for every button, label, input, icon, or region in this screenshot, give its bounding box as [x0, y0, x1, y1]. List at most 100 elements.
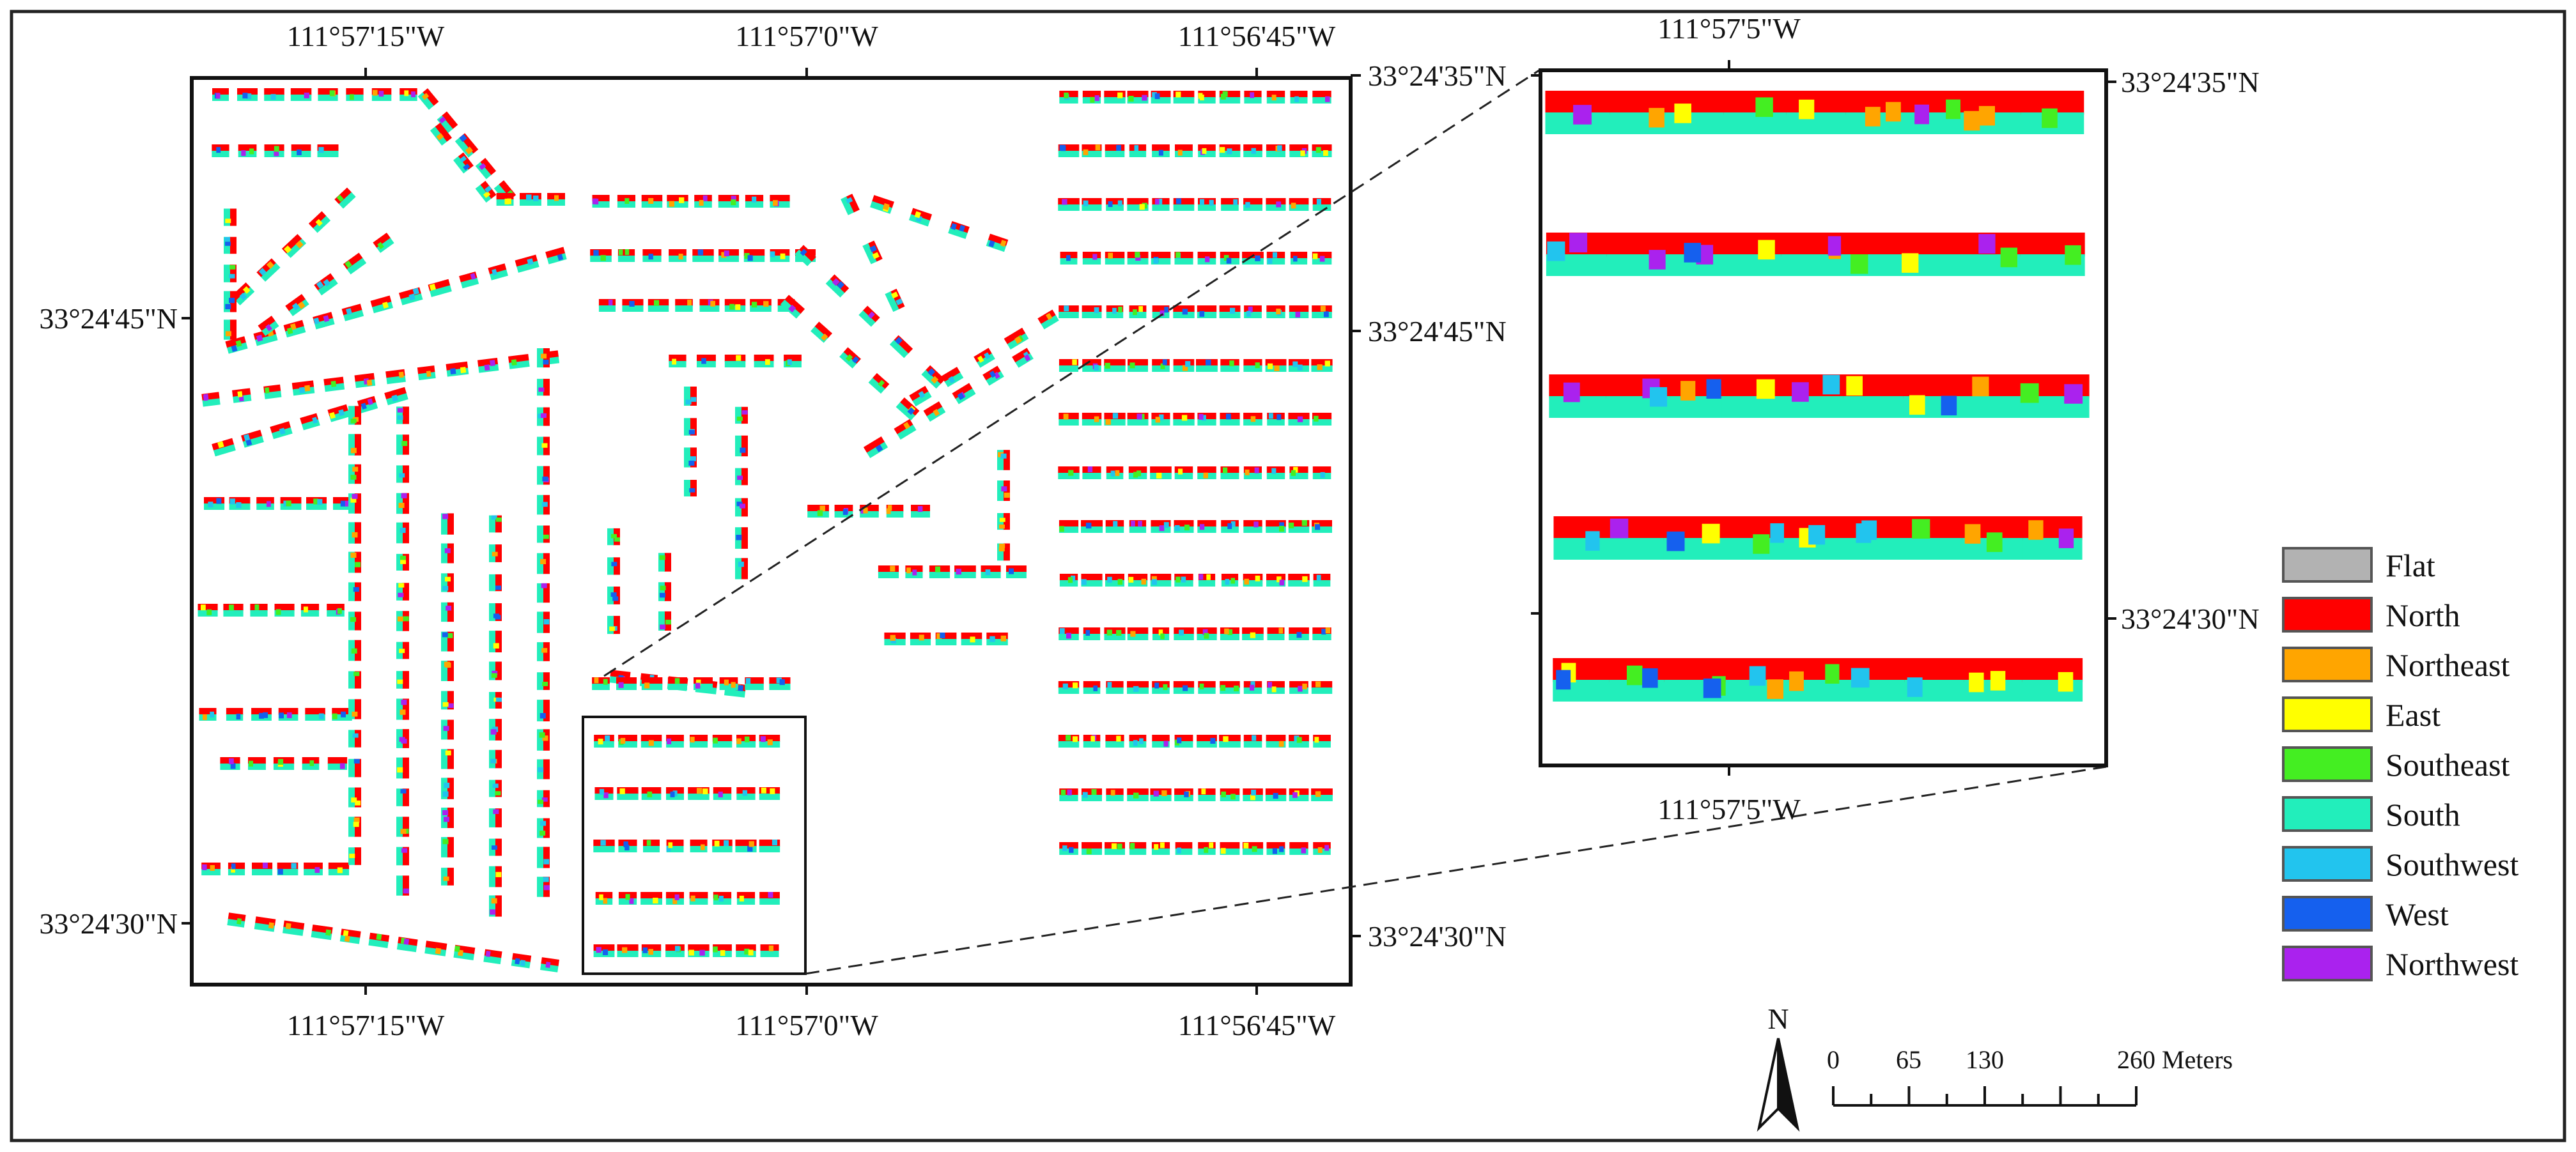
- building: [1609, 658, 1672, 702]
- building: [459, 271, 479, 289]
- building: [1841, 233, 1911, 276]
- building: [1106, 681, 1124, 694]
- main-bottom-lon-label-3: 111°56'45"W: [1178, 1009, 1336, 1041]
- building: [1312, 413, 1332, 426]
- building: [923, 401, 946, 422]
- building: [332, 708, 352, 721]
- building: [1839, 658, 1913, 702]
- building: [1289, 198, 1309, 211]
- building: [348, 847, 361, 865]
- building: [1289, 735, 1309, 748]
- building: [1903, 374, 1967, 418]
- building: [327, 604, 345, 617]
- building: [1127, 681, 1149, 694]
- building: [277, 863, 299, 875]
- building: [537, 553, 550, 574]
- building: [921, 365, 945, 389]
- building: [441, 778, 454, 799]
- legend-swatch-north: [2282, 597, 2373, 633]
- building: [724, 355, 746, 367]
- building: [341, 303, 364, 321]
- building: [1243, 144, 1262, 157]
- building: [475, 158, 497, 180]
- building: [348, 522, 361, 544]
- building: [477, 357, 499, 373]
- building: [735, 468, 748, 486]
- building: [594, 735, 614, 748]
- building: [396, 671, 409, 689]
- building: [641, 195, 663, 208]
- building: [1151, 842, 1170, 855]
- inset-map-frame: [1539, 68, 2108, 767]
- building: [237, 88, 258, 101]
- building: [489, 661, 502, 680]
- building: [735, 435, 748, 457]
- building: [1174, 735, 1193, 748]
- building: [1266, 735, 1286, 748]
- building: [339, 928, 361, 944]
- building: [719, 677, 738, 690]
- building: [270, 421, 293, 440]
- building: [1081, 788, 1102, 801]
- building: [1129, 305, 1147, 318]
- legend-label-northwest: Northwest: [2386, 946, 2518, 982]
- building: [1059, 627, 1079, 640]
- building: [1220, 788, 1240, 801]
- building: [941, 367, 964, 387]
- building: [1961, 91, 2026, 134]
- building: [400, 88, 417, 101]
- building: [784, 355, 802, 367]
- building: [1288, 574, 1310, 587]
- building: [224, 291, 237, 312]
- building: [618, 735, 637, 748]
- building: [658, 582, 671, 601]
- building: [396, 434, 409, 455]
- building: [735, 406, 748, 424]
- building: [598, 299, 616, 312]
- building: [1220, 627, 1239, 640]
- building: [304, 863, 323, 875]
- building: [489, 692, 502, 709]
- building: [641, 787, 662, 800]
- building: [592, 195, 610, 208]
- building: [1004, 327, 1029, 350]
- building: [254, 916, 276, 932]
- building: [658, 611, 671, 631]
- building: [1243, 788, 1263, 801]
- building: [537, 729, 550, 751]
- building: [396, 493, 409, 514]
- building: [1288, 359, 1309, 372]
- building: [770, 249, 790, 262]
- building: [348, 699, 361, 719]
- building: [308, 211, 331, 233]
- building: [905, 565, 923, 578]
- building: [1152, 735, 1170, 748]
- building: [264, 88, 284, 101]
- building: [886, 505, 904, 518]
- building: [684, 447, 697, 468]
- building: [1312, 198, 1331, 211]
- building: [1082, 842, 1102, 855]
- building: [204, 497, 225, 510]
- building: [1059, 788, 1078, 801]
- building: [692, 249, 714, 262]
- building: [1725, 658, 1792, 702]
- building: [1219, 144, 1241, 157]
- building: [889, 335, 913, 358]
- north-arrow-label: N: [1767, 1002, 1788, 1035]
- building: [713, 892, 732, 905]
- building: [1289, 466, 1308, 479]
- building: [274, 604, 295, 617]
- building: [537, 436, 550, 456]
- building: [1082, 305, 1102, 318]
- building: [713, 944, 732, 957]
- main-left-lat-label-2: 33°24'30"N: [39, 907, 178, 940]
- building: [1290, 91, 1308, 104]
- building: [1289, 305, 1309, 318]
- building: [1128, 574, 1148, 587]
- building: [1174, 627, 1194, 640]
- building: [690, 840, 708, 852]
- building: [1313, 735, 1331, 748]
- building: [1129, 144, 1147, 157]
